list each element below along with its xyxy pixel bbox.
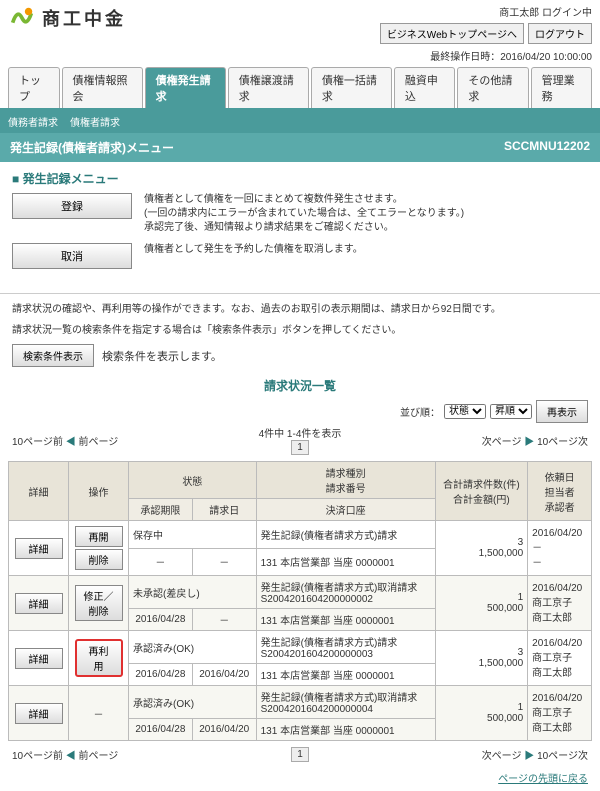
prev-page[interactable]: ◀	[66, 437, 76, 448]
menu-btn-0[interactable]: 登録	[12, 193, 132, 219]
note-2: 請求状況一覧の検索条件を指定する場合は「検索条件表示」ボタンを押してください。	[12, 323, 588, 338]
biz-top-button[interactable]: ビジネスWebトップページへ	[380, 23, 524, 44]
tab-7[interactable]: 管理業務	[531, 67, 592, 108]
search-desc: 検索条件を表示します。	[102, 348, 222, 364]
back-to-top-link[interactable]: ページの先頭に戻る	[498, 774, 588, 785]
sort-order[interactable]: 昇順	[490, 404, 532, 419]
sort-field[interactable]: 状態	[444, 404, 486, 419]
tab-6[interactable]: その他請求	[457, 67, 528, 108]
row-op[interactable]: 削除	[75, 549, 123, 570]
subtab-1[interactable]: 債権者請求	[70, 114, 120, 129]
page-code: SCCMNU12202	[504, 139, 590, 156]
note-1: 請求状況の確認や、再利用等の操作ができます。なお、過去のお取引の表示期間は、請求…	[12, 302, 588, 317]
subtab-0[interactable]: 債務者請求	[8, 114, 58, 129]
menu-btn-1[interactable]: 取消	[12, 243, 132, 269]
row-op[interactable]: 再利用	[75, 639, 123, 677]
menu-title: ■ 発生記録メニュー	[12, 170, 588, 187]
logout-button[interactable]: ログアウト	[528, 23, 592, 44]
redisplay-button[interactable]: 再表示	[536, 400, 588, 423]
tab-5[interactable]: 融資申込	[394, 67, 455, 108]
detail-button[interactable]: 詳細	[15, 703, 63, 724]
list-title: 請求状況一覧	[0, 377, 600, 394]
prev-page-b[interactable]: ◀	[66, 751, 76, 762]
request-table: 詳細 操作 状態 請求種別 請求番号 合計請求件数(件) 合計金額(円) 依頼日…	[8, 461, 592, 741]
page-title: 発生記録(債権者請求)メニュー	[10, 139, 174, 156]
tab-4[interactable]: 債権一括請求	[311, 67, 392, 108]
tab-2[interactable]: 債権発生請求	[145, 67, 226, 108]
next-page[interactable]: ▶	[524, 437, 534, 448]
search-toggle-button[interactable]: 検索条件表示	[12, 344, 94, 367]
tab-1[interactable]: 債権情報照会	[62, 67, 143, 108]
login-status: 商工太郎 ログイン中	[380, 4, 592, 19]
brand-logo: 商工中金	[8, 4, 126, 32]
row-op[interactable]: 修正／削除	[75, 585, 123, 621]
detail-button[interactable]: 詳細	[15, 648, 63, 669]
last-operation: 最終操作日時：2016/04/20 10:00:00	[380, 48, 592, 63]
tab-3[interactable]: 債権譲渡請求	[228, 67, 309, 108]
tab-0[interactable]: トップ	[8, 67, 60, 108]
row-op[interactable]: 再開	[75, 526, 123, 547]
next-page-b[interactable]: ▶	[524, 751, 534, 762]
detail-button[interactable]: 詳細	[15, 593, 63, 614]
detail-button[interactable]: 詳細	[15, 538, 63, 559]
